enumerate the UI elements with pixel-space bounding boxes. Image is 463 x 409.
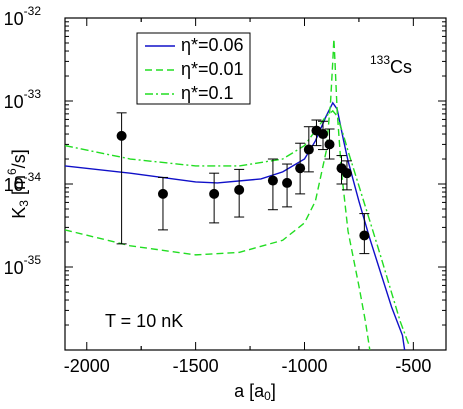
legend-label: η*=0.01 <box>181 59 244 79</box>
y-tick-exponent: -32 <box>24 4 42 18</box>
y-tick-exponent: -34 <box>24 170 42 184</box>
y-tick-label: 10-33 <box>4 87 42 112</box>
y-tick-base: 10 <box>4 92 24 112</box>
x-tick-label: -1000 <box>281 356 327 376</box>
x-tick-label: -1500 <box>173 356 219 376</box>
data-point <box>324 139 335 150</box>
line-series <box>65 109 410 346</box>
data-point <box>157 188 168 199</box>
data-point <box>317 129 328 140</box>
legend-box <box>136 32 251 105</box>
data-point <box>234 184 245 195</box>
y-tick-base: 10 <box>4 175 24 195</box>
x-axis-label: a [a0] <box>234 381 276 403</box>
y-tick-base: 10 <box>4 258 24 278</box>
data-point <box>282 177 293 188</box>
y-tick-exponent: -33 <box>24 87 42 101</box>
y-tick-label: 10-34 <box>4 170 42 195</box>
data-point <box>116 130 127 141</box>
x-tick-label: -500 <box>395 356 431 376</box>
legend-label: η*=0.1 <box>181 83 234 103</box>
annotation: T = 10 nK <box>105 311 183 331</box>
data-point <box>295 163 306 174</box>
legend-label: η*=0.06 <box>181 35 244 55</box>
data-point <box>359 230 370 241</box>
line-series <box>65 38 371 350</box>
data-point <box>303 144 314 155</box>
x-tick-label: -2000 <box>64 356 110 376</box>
y-tick-exponent: -35 <box>24 253 42 267</box>
y-tick-base: 10 <box>4 9 24 29</box>
data-point <box>341 168 352 179</box>
data-point <box>209 188 220 199</box>
y-tick-label: 10-32 <box>4 4 42 29</box>
line-series <box>65 101 406 350</box>
y-axis-label: K3 [m6/s] <box>5 149 31 218</box>
data-point <box>267 175 278 186</box>
y-tick-label: 10-35 <box>4 253 42 278</box>
annotation: 133Cs <box>370 53 412 77</box>
